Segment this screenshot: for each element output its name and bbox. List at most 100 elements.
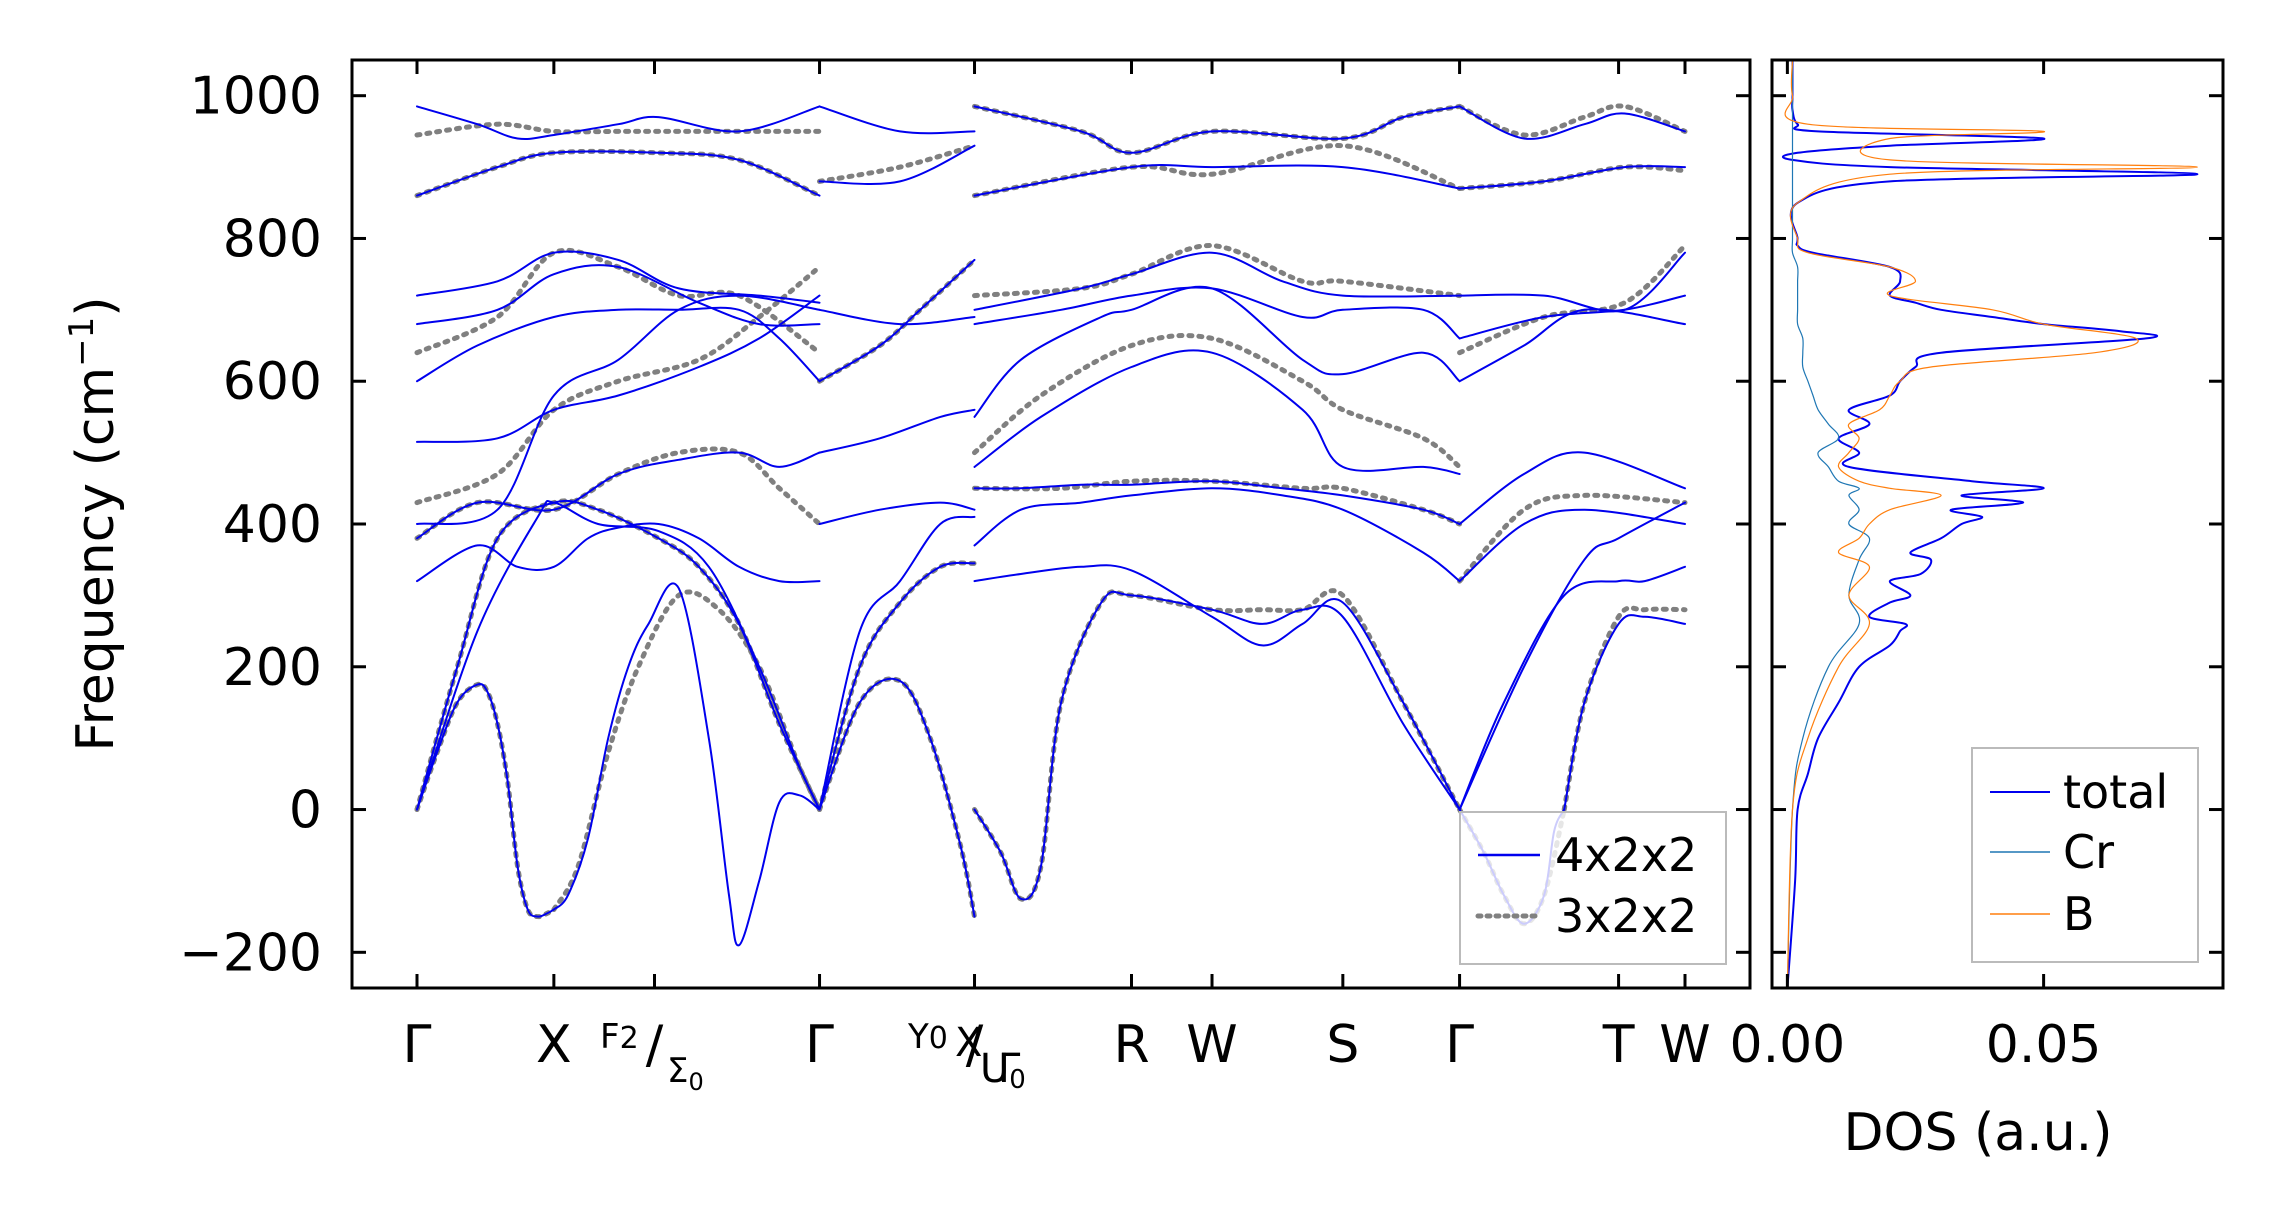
band-line-4x2x2-17	[818, 408, 976, 454]
band-line-4x2x2-18	[818, 258, 976, 383]
band-line-4x2x2-2	[416, 499, 821, 811]
band-line-4x2x2-8	[416, 306, 821, 383]
band-line-4x2x2-10	[416, 250, 821, 304]
xtick-label-4: /	[966, 1015, 984, 1075]
y-axis-title: Frequency (cm−1)	[62, 296, 126, 751]
xtick-extra-y0: Y0	[907, 1017, 948, 1057]
band-legend: 4x2x2 3x2x2	[1459, 811, 1727, 965]
band-line-4x2x2-36	[1458, 508, 1686, 583]
xtick-extra-x: X	[955, 1020, 982, 1066]
band-line-3x2x2-17	[972, 103, 1463, 156]
legend-4x2x2-label: 4x2x2	[1555, 828, 1697, 882]
xtick-label-8: Γ	[1445, 1015, 1474, 1075]
band-line-4x2x2-40	[1458, 251, 1686, 313]
dos-y-ticks	[1772, 94, 2223, 954]
dos-panel: 0.00 0.05 DOS (a.u.) total Cr B	[1729, 58, 2225, 1163]
legend-b-label: B	[2063, 887, 2095, 941]
ytick-label-800: 800	[223, 209, 322, 269]
dos-xtick-label-0: 0.00	[1729, 1015, 1845, 1075]
dos-series-group	[1782, 60, 2199, 988]
band-y-ticks: −200 0 200 400 600 800 1000	[179, 67, 1750, 983]
xtick-label-5: R	[1113, 1015, 1149, 1075]
ytick-label-400: 400	[223, 495, 322, 555]
xtick-extra-u0: U0	[980, 1046, 1026, 1095]
band-line-4x2x2-39	[1458, 294, 1686, 340]
band-legend-box	[1459, 811, 1727, 965]
band-line-4x2x2-5	[416, 451, 821, 540]
band-line-4x2x2-33	[1563, 614, 1686, 811]
ytick-label--200: −200	[179, 923, 322, 983]
ytick-label-1000: 1000	[190, 67, 322, 127]
band-line-4x2x2-28	[973, 286, 1461, 340]
xtick-label-2: /	[646, 1015, 664, 1075]
band-line-4x2x2-20	[818, 144, 976, 186]
band-line-3x2x2-4	[414, 264, 822, 506]
band-line-4x2x2-24	[973, 487, 1461, 583]
band-line-4x2x2-15	[818, 515, 976, 811]
segment-break-lines	[820, 60, 975, 988]
band-line-4x2x2-7	[416, 294, 821, 443]
band-line-3x2x2-0	[414, 681, 557, 920]
legend-cr-label: Cr	[2063, 825, 2114, 879]
band-line-3x2x2-8	[817, 676, 977, 920]
xtick-label-7: S	[1326, 1015, 1359, 1075]
band-line-3x2x2-12	[972, 588, 1463, 902]
band-line-4x2x2-11	[416, 150, 821, 197]
band-line-4x2x2-6	[416, 294, 821, 526]
band-line-4x2x2-35	[1458, 501, 1686, 811]
band-line-4x2x2-13	[818, 677, 976, 918]
band-line-3x2x2-14	[972, 333, 1463, 470]
band-line-3x2x2-1	[551, 589, 822, 912]
xtick-label-6: W	[1186, 1015, 1237, 1075]
band-line-3x2x2-2	[414, 498, 822, 812]
ytick-label-600: 600	[223, 352, 322, 412]
dos-legend: total Cr B	[1971, 747, 2199, 963]
band-line-4x2x2-38	[1458, 308, 1686, 383]
legend-3x2x2-label: 3x2x2	[1555, 889, 1697, 943]
band-line-3x2x2-13	[972, 477, 1463, 527]
band-line-4x2x2-19	[818, 308, 976, 326]
band-line-3x2x2-20	[1457, 492, 1688, 584]
dos-xtick-label-1: 0.05	[1986, 1015, 2102, 1075]
band-line-4x2x2-22	[973, 590, 1461, 901]
band-line-4x2x2-4	[416, 522, 821, 584]
xtick-label-10: W	[1659, 1015, 1710, 1075]
band-line-4x2x2-0	[416, 683, 555, 918]
band-line-4x2x2-23	[973, 564, 1461, 811]
band-line-4x2x2-29	[973, 251, 1461, 311]
band-line-4x2x2-1	[552, 582, 821, 947]
ytick-label-0: 0	[289, 781, 322, 841]
band-line-4x2x2-37	[1458, 451, 1686, 525]
xtick-label-1: X	[536, 1015, 572, 1075]
legend-total-label: total	[2063, 765, 2168, 819]
band-line-3x2x2-11	[817, 143, 977, 184]
band-line-4x2x2-27	[973, 285, 1461, 418]
band-line-4x2x2-30	[973, 163, 1461, 197]
xtick-label-9: T	[1602, 1015, 1635, 1075]
band-line-4x2x2-9	[416, 264, 821, 327]
band-line-4x2x2-41	[1458, 165, 1686, 190]
ytick-label-200: 200	[223, 638, 322, 698]
band-line-4x2x2-34	[1458, 565, 1686, 811]
band-line-3x2x2-7	[414, 121, 822, 138]
dos-line-B	[1784, 60, 2199, 988]
band-x-ticks: Γ X / Γ / R W S Γ T W	[403, 60, 1711, 1075]
band-line-4x2x2-31	[973, 105, 1461, 154]
band-line-4x2x2-26	[973, 349, 1461, 475]
dos-legend-box	[1971, 747, 2199, 963]
xtick-extra-gamma: Γ	[998, 1046, 1021, 1092]
band-line-3x2x2-9	[817, 560, 977, 812]
dos-x-ticks: 0.00 0.05	[1729, 60, 2102, 1075]
band-line-4x2x2-3	[416, 499, 821, 811]
dos-x-axis-title: DOS (a.u.)	[1844, 1103, 2113, 1163]
band-line-4x2x2-16	[818, 501, 976, 525]
band-line-4x2x2-42	[1458, 105, 1686, 140]
band-line-4x2x2-14	[818, 561, 976, 811]
band-line-3x2x2-21	[1457, 243, 1688, 356]
xtick-extra-sigma: Σ0	[667, 1051, 704, 1096]
band-line-4x2x2-25	[973, 480, 1461, 525]
xtick-label-3: Γ	[805, 1015, 834, 1075]
band-line-4x2x2-12	[416, 105, 821, 141]
